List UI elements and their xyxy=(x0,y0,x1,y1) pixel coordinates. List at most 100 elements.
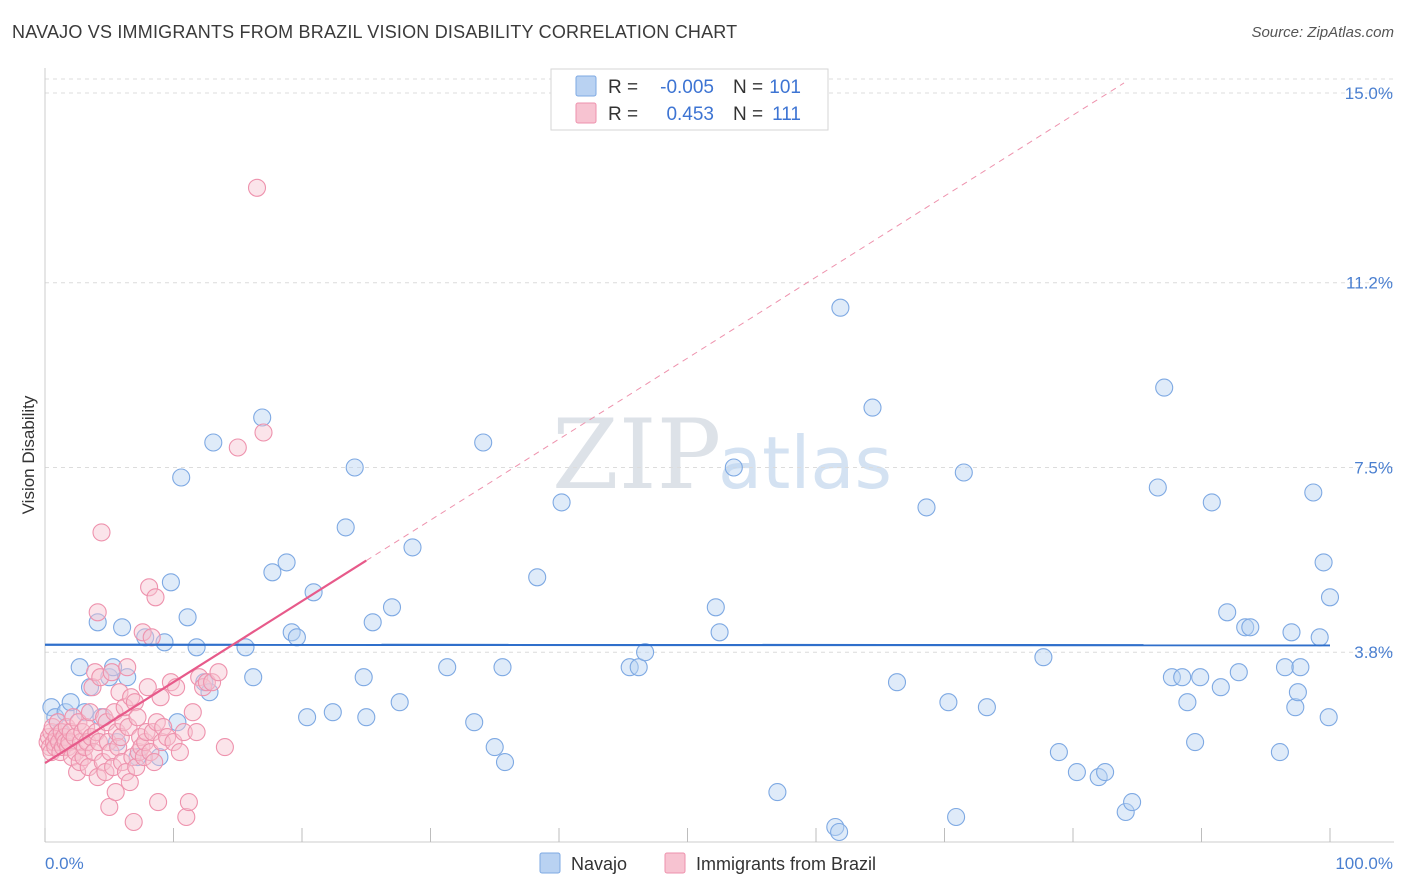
navajo-point xyxy=(1034,648,1053,667)
navajo-point xyxy=(917,498,936,517)
brazil-point xyxy=(80,703,100,722)
brazil-point xyxy=(254,423,273,442)
navajo-point xyxy=(88,613,107,632)
y-tick-label: 7.5% xyxy=(1354,458,1393,477)
navajo-point xyxy=(710,623,729,642)
watermark-zip: ZIP xyxy=(552,399,721,511)
brazil-point xyxy=(88,603,107,622)
navajo-point xyxy=(768,783,787,802)
legend-r-value: -0.005 xyxy=(660,77,714,98)
navajo-point xyxy=(939,693,958,712)
navajo-point xyxy=(863,398,882,417)
navajo-point xyxy=(236,638,255,657)
brazil-point xyxy=(133,623,152,642)
brazil-point xyxy=(140,578,159,597)
brazil-point xyxy=(215,738,234,757)
navajo-point xyxy=(706,598,725,617)
navajo-point xyxy=(277,553,296,572)
y-tick-label: 15.0% xyxy=(1345,84,1393,103)
navajo-point xyxy=(493,658,512,677)
navajo-point xyxy=(1211,678,1230,697)
navajo-point xyxy=(1116,802,1135,822)
navajo-point xyxy=(1291,658,1310,677)
brazil-point xyxy=(197,673,216,692)
navajo-point xyxy=(42,698,61,717)
brazil-point xyxy=(43,718,62,737)
navajo-point xyxy=(345,458,364,477)
navajo-legend-label[interactable]: Navajo xyxy=(571,854,627,874)
navajo-point xyxy=(357,708,376,727)
navajo-point xyxy=(474,433,493,452)
navajo-point xyxy=(1288,683,1307,702)
navajo-point xyxy=(528,568,547,587)
brazil-point xyxy=(111,728,130,747)
brazil-point xyxy=(174,723,193,742)
navajo-point xyxy=(187,638,206,657)
navajo-point xyxy=(61,693,80,712)
navajo-point xyxy=(172,468,191,487)
navajo-point xyxy=(1229,663,1248,682)
legend-r-label: R = xyxy=(608,104,638,125)
brazil-point xyxy=(113,753,132,772)
navajo-point xyxy=(1049,743,1068,762)
navajo-point xyxy=(168,713,187,732)
navajo-point xyxy=(1123,793,1142,812)
navajo-point xyxy=(298,708,317,727)
navajo-point xyxy=(75,703,94,722)
brazil-legend-label[interactable]: Immigrants from Brazil xyxy=(696,854,876,874)
brazil-point xyxy=(119,718,138,737)
navajo-point xyxy=(282,623,301,642)
navajo-point xyxy=(336,518,355,537)
navajo-point xyxy=(947,807,966,827)
legend-n-label: N = xyxy=(733,104,763,125)
chart-source: Source: ZipAtlas.com xyxy=(1251,24,1394,41)
grid-lines xyxy=(45,78,1394,653)
legend-n-label: N = xyxy=(733,77,763,98)
brazil-legend-swatch[interactable] xyxy=(664,852,686,874)
brazil-point xyxy=(128,708,147,727)
navajo-point xyxy=(1067,763,1086,782)
navajo-point xyxy=(1304,483,1323,502)
navajo-point xyxy=(1218,603,1237,622)
navajo-point xyxy=(150,748,169,767)
navajo-point xyxy=(178,608,197,627)
navajo-point xyxy=(1186,733,1205,752)
brazil-point xyxy=(149,793,168,812)
navajo-point xyxy=(485,738,504,757)
brazil-point xyxy=(127,758,146,777)
navajo-point xyxy=(323,703,342,722)
navajo-legend-swatch[interactable] xyxy=(539,852,561,874)
navajo-point xyxy=(465,713,484,732)
y-axis-label: Vision Disability xyxy=(19,395,38,514)
navajo-point xyxy=(629,658,648,677)
x-tick-label-max: 100.0% xyxy=(1335,854,1393,873)
y-tick-label: 3.8% xyxy=(1354,643,1393,662)
brazil-point xyxy=(138,678,157,697)
brazil-point xyxy=(142,628,161,647)
brazil-swatch xyxy=(575,102,597,124)
navajo-point xyxy=(831,298,850,317)
navajo-point xyxy=(1319,708,1338,727)
navajo-point xyxy=(1148,478,1167,497)
brazil-point xyxy=(247,178,267,197)
brazil-point xyxy=(228,438,247,457)
navajo-point xyxy=(253,408,272,427)
brazil-trend-line xyxy=(44,559,367,765)
series-legend: Navajo Immigrants from Brazil xyxy=(539,852,876,874)
y-tick-label: 11.2% xyxy=(1346,274,1393,293)
navajo-point xyxy=(1202,493,1221,512)
brazil-point xyxy=(146,588,165,607)
navajo-point xyxy=(495,753,515,772)
legend-r-label: R = xyxy=(608,77,638,98)
navajo-point xyxy=(1314,553,1333,572)
navajo-point xyxy=(1282,623,1301,642)
navajo-point xyxy=(724,458,743,477)
legend-r-value: 0.453 xyxy=(666,104,714,125)
x-axis-ticks xyxy=(44,828,1331,842)
brazil-point xyxy=(106,783,125,802)
brazil-point xyxy=(183,703,202,722)
brazil-point xyxy=(124,812,143,832)
brazil-point xyxy=(118,658,137,677)
navajo-point xyxy=(977,698,996,717)
